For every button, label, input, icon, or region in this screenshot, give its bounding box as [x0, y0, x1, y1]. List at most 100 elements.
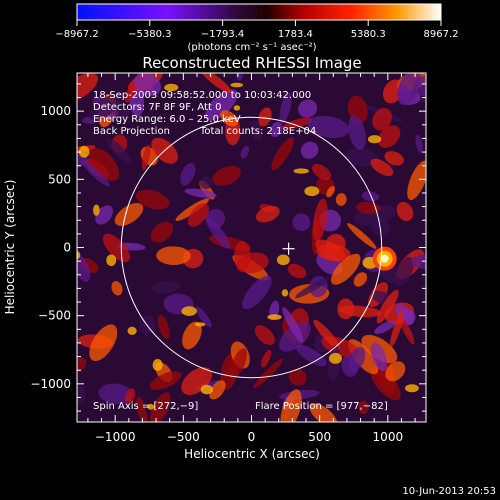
intensity-blob [304, 186, 320, 197]
x-axis-label: Heliocentric X (arcsec) [184, 447, 320, 461]
intensity-blob [77, 357, 87, 373]
intensity-blob [205, 216, 231, 249]
intensity-blob [89, 324, 118, 362]
colorbar-tick-label: −5380.3 [128, 29, 171, 40]
intensity-blob [370, 342, 388, 372]
solar-limb [120, 116, 383, 379]
intensity-blob [187, 203, 210, 227]
intensity-blob [230, 82, 244, 88]
intensity-blob [358, 400, 369, 415]
x-tick-label: −500 [167, 430, 200, 444]
intensity-blob [309, 403, 338, 422]
intensity-blob [389, 310, 405, 347]
x-tick-label: −1000 [95, 430, 136, 444]
colorbar-tick-label: −8967.2 [55, 29, 98, 40]
intensity-blob [282, 117, 313, 129]
colorbar-units: (photons cm⁻² s⁻¹ asec⁻²) [187, 42, 316, 53]
intensity-blob [118, 107, 130, 121]
intensity-blob [199, 73, 232, 94]
intensity-blob [240, 145, 250, 159]
intensity-blob [102, 233, 131, 263]
intensity-blob [395, 256, 414, 286]
intensity-blob [415, 134, 423, 154]
y-tick-label: 500 [48, 172, 71, 186]
intensity-blob [348, 115, 367, 151]
energy-range-text: Energy Range: 6.0 – 25.0 keV [93, 114, 241, 125]
intensity-blob [361, 191, 380, 202]
intensity-blob [370, 158, 394, 177]
time-range-text: 18-Sep-2003 09:58:52.000 to 10:03:42.000 [93, 90, 311, 101]
y-tick-label: −1000 [30, 377, 71, 391]
intensity-blob [371, 219, 391, 236]
intensity-blob [136, 396, 148, 422]
y-tick-label: 0 [63, 241, 71, 255]
intensity-blob [315, 239, 346, 262]
y-tick-label: 1000 [40, 104, 71, 118]
intensity-blob [347, 346, 366, 372]
intensity-blob [125, 80, 137, 103]
intensity-blob [199, 176, 213, 190]
intensity-blob [98, 383, 133, 404]
intensity-blob [372, 107, 392, 131]
intensity-blob [395, 304, 414, 325]
intensity-blob [261, 350, 272, 368]
colorbar-tick-label: −1793.4 [201, 29, 244, 40]
intensity-blob [157, 315, 170, 339]
intensity-blob [281, 289, 289, 297]
intensity-blob [141, 144, 151, 171]
method-text: Back Projection [93, 126, 170, 137]
intensity-blob [407, 160, 426, 201]
image-area [77, 73, 426, 422]
intensity-blob [149, 371, 182, 391]
intensity-blob [276, 254, 290, 266]
intensity-blob [150, 221, 173, 243]
intensity-blob [267, 314, 282, 320]
intensity-blob [282, 307, 304, 343]
intensity-blob [106, 138, 132, 163]
intensity-blob [250, 120, 263, 142]
colorbar-tick-label: 8967.2 [424, 29, 459, 40]
intensity-blob [279, 321, 311, 352]
intensity-blob [152, 359, 163, 371]
intensity-blob [298, 99, 318, 118]
intensity-blob [184, 188, 217, 198]
intensity-blob [410, 254, 426, 269]
intensity-blob [293, 168, 310, 174]
intensity-blob [200, 384, 213, 395]
flare-position-text: Flare Position = [977,−82] [255, 401, 388, 412]
intensity-blob [106, 254, 117, 267]
intensity-blob [396, 201, 414, 222]
spin-axis-marker [282, 242, 295, 255]
intensity-blob [405, 384, 419, 393]
intensity-blob [194, 322, 206, 327]
intensity-blob [133, 73, 161, 96]
intensity-blob [147, 403, 155, 410]
intensity-blob [279, 92, 292, 124]
intensity-blob [111, 281, 123, 296]
intensity-blob [229, 348, 247, 379]
intensity-blob [114, 202, 144, 226]
intensity-blob [384, 151, 404, 166]
intensity-blob [288, 369, 307, 386]
detectors-text: Detectors: 7F 8F 9F, Att 0 [93, 102, 221, 113]
intensity-blob [312, 198, 328, 242]
intensity-blob [377, 125, 401, 148]
intensity-blob [77, 73, 99, 102]
intensity-blob [307, 115, 350, 139]
y-tick-labels: 1000 500 0 −500 −1000 [30, 104, 71, 391]
intensity-blob [209, 380, 226, 400]
colorbar-tick-label: 1783.4 [278, 29, 313, 40]
intensity-blob [347, 223, 377, 249]
intensity-blob [295, 344, 327, 367]
axis-ticks [77, 73, 426, 422]
intensity-blob [150, 392, 171, 422]
intensity-blob [271, 137, 294, 171]
intensity-blob [328, 352, 342, 364]
intensity-blob [233, 105, 241, 111]
intensity-blob [220, 110, 239, 127]
intensity-blob [204, 89, 238, 121]
y-axis-label: Heliocentric Y (arcsec) [3, 180, 17, 315]
x-tick-label: 500 [308, 430, 331, 444]
intensity-blob [280, 389, 302, 422]
